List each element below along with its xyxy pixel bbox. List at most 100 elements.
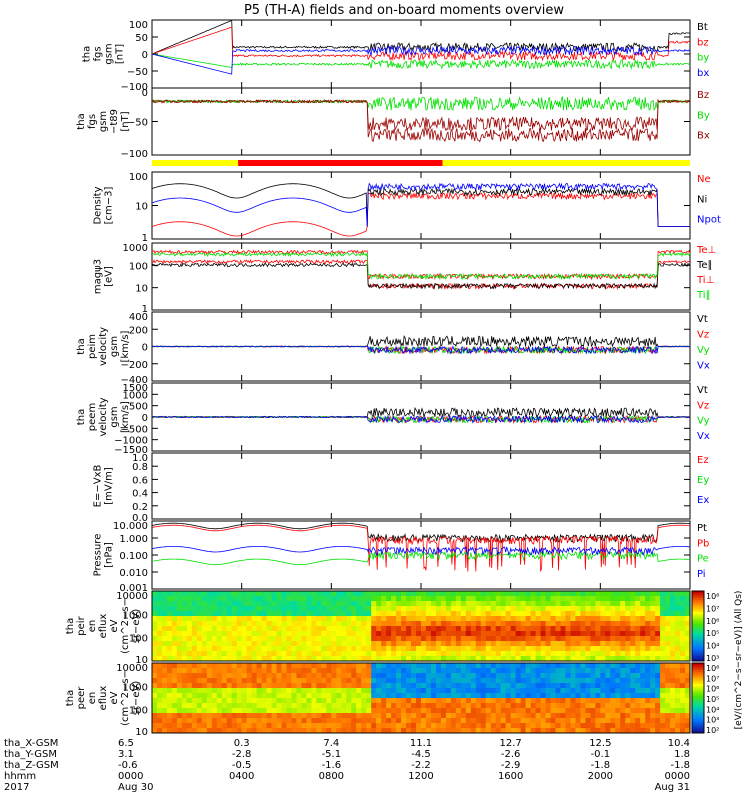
heat-cell bbox=[191, 591, 198, 597]
heat-cell bbox=[276, 668, 283, 674]
heat-cell bbox=[560, 668, 566, 674]
heat-cell bbox=[510, 683, 517, 689]
colorbar-tick-label: 10⁸ bbox=[706, 592, 719, 601]
series-line-Vx bbox=[152, 345, 690, 355]
heat-cell bbox=[176, 663, 183, 669]
heat-cell bbox=[271, 668, 278, 674]
heat-cell bbox=[361, 703, 367, 709]
heat-cell bbox=[196, 663, 203, 669]
heat-cell bbox=[425, 678, 432, 684]
heat-cell bbox=[241, 646, 248, 652]
heat-cell bbox=[635, 663, 641, 669]
heat-cell bbox=[590, 591, 596, 597]
heat-cell bbox=[580, 646, 586, 652]
heat-cell bbox=[560, 631, 566, 637]
heat-cell bbox=[261, 596, 268, 602]
heat-cell bbox=[341, 646, 347, 652]
heat-cell bbox=[645, 646, 651, 652]
heat-cell bbox=[520, 636, 527, 642]
heat-cell bbox=[306, 693, 312, 699]
colorbar-cell bbox=[692, 640, 704, 643]
heat-cell bbox=[171, 596, 178, 602]
heat-cell bbox=[650, 703, 656, 709]
heat-cell bbox=[685, 668, 691, 674]
heat-cell bbox=[386, 611, 392, 617]
heat-cell bbox=[545, 703, 552, 709]
heat-cell bbox=[485, 656, 492, 662]
heat-cell bbox=[515, 698, 522, 704]
heat-cell bbox=[585, 646, 591, 652]
heat-cell bbox=[685, 616, 691, 622]
heat-cell bbox=[550, 606, 556, 612]
panel-frame bbox=[151, 590, 691, 662]
heat-cell bbox=[555, 728, 561, 734]
heat-cell bbox=[286, 631, 292, 637]
heat-cell bbox=[416, 596, 422, 602]
heat-cell bbox=[336, 683, 342, 689]
heat-cell bbox=[216, 668, 223, 674]
heat-cell bbox=[455, 651, 462, 657]
heat-cell bbox=[565, 601, 571, 607]
heat-cell bbox=[480, 621, 487, 627]
heat-cell bbox=[630, 728, 636, 734]
heat-cell bbox=[261, 713, 268, 719]
heat-cell bbox=[450, 626, 457, 632]
heat-cell bbox=[316, 698, 322, 704]
heat-cell bbox=[206, 663, 213, 669]
heat-cell bbox=[480, 656, 487, 662]
heat-cell bbox=[161, 641, 168, 647]
heat-cell bbox=[152, 611, 158, 617]
heat-cell bbox=[550, 673, 556, 679]
heat-cell bbox=[550, 723, 556, 729]
heat-cell bbox=[680, 656, 686, 662]
heat-cell bbox=[346, 673, 352, 679]
heat-cell bbox=[450, 728, 457, 734]
heat-cell bbox=[316, 621, 322, 627]
colorbar-cell bbox=[692, 688, 704, 692]
heat-cell bbox=[266, 718, 273, 724]
heat-cell bbox=[386, 606, 392, 612]
heat-cell bbox=[371, 651, 377, 657]
heat-cell bbox=[321, 651, 327, 657]
heat-cell bbox=[430, 636, 437, 642]
heat-cell bbox=[376, 723, 382, 729]
heat-cell bbox=[241, 641, 248, 647]
y-tick-label: 1500 bbox=[123, 383, 148, 394]
heat-cell bbox=[286, 723, 292, 729]
heat-cell bbox=[386, 601, 392, 607]
heat-cell bbox=[346, 596, 352, 602]
heat-cell bbox=[570, 673, 576, 679]
heat-cell bbox=[620, 728, 626, 734]
heat-cell bbox=[281, 626, 287, 632]
heat-cell bbox=[206, 703, 213, 709]
y-axis-label-line: fgs bbox=[87, 114, 98, 129]
heat-cell bbox=[321, 723, 327, 729]
heat-cell bbox=[660, 673, 666, 679]
heat-cell bbox=[341, 728, 347, 734]
heat-cell bbox=[640, 728, 646, 734]
heat-cell bbox=[291, 718, 297, 724]
heat-cell bbox=[505, 713, 512, 719]
heat-cell bbox=[211, 668, 218, 674]
heat-cell bbox=[585, 663, 591, 669]
heat-cell bbox=[445, 616, 452, 622]
time-axis-value: -5.1 bbox=[322, 749, 342, 760]
colorbar-cell bbox=[692, 658, 704, 662]
heat-cell bbox=[371, 656, 377, 662]
heat-cell bbox=[406, 668, 412, 674]
heat-cell bbox=[645, 606, 651, 612]
heat-cell bbox=[525, 651, 532, 657]
heat-cell bbox=[251, 688, 258, 694]
heat-cell bbox=[281, 713, 287, 719]
colorbar-cell bbox=[692, 591, 704, 594]
heat-cell bbox=[206, 611, 213, 617]
heat-cell bbox=[261, 626, 268, 632]
heat-cell bbox=[650, 708, 656, 714]
heat-cell bbox=[281, 698, 287, 704]
heat-cell bbox=[450, 703, 457, 709]
heat-cell bbox=[211, 621, 218, 627]
heat-cell bbox=[371, 723, 377, 729]
heat-cell bbox=[366, 723, 372, 729]
heat-cell bbox=[206, 616, 213, 622]
heat-cell bbox=[580, 668, 586, 674]
